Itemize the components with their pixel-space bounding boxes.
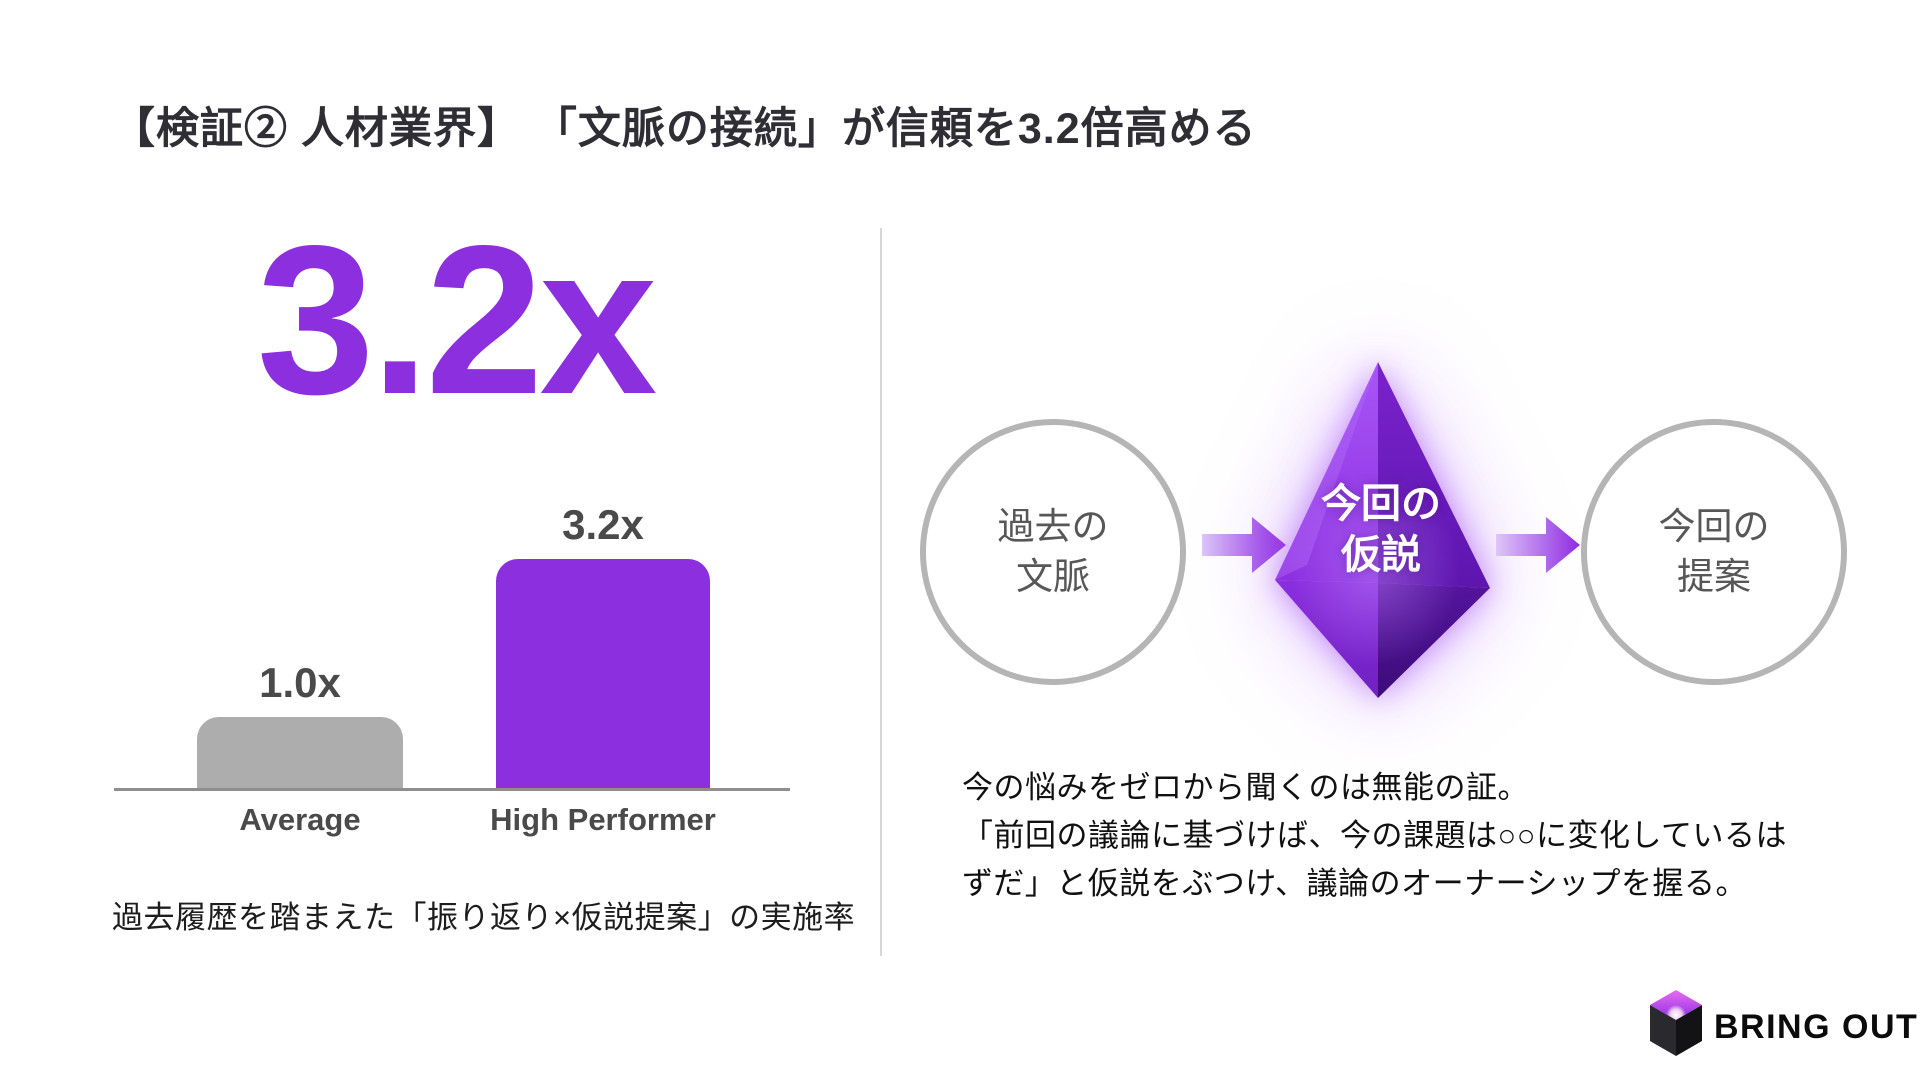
hypothesis-gem-icon [1275,362,1490,698]
flow-step-label: 今回の [1658,506,1770,547]
chart-caption: 過去履歴を踏まえた「振り返り×仮説提案」の実施率 [112,900,856,935]
flow-step-label: 今回の [1321,482,1441,526]
x-axis-line [114,788,790,791]
body-text-line: 「前回の議論に基づけば、今の課題は○○に変化しているは [962,818,1788,853]
slide-title: 【検証② 人材業界】 「文脈の接続」が信頼を3.2倍高める [112,105,1257,153]
brand-name: BRING OUT [1714,1008,1919,1046]
flow-step-past-context: 過去の 文脈 [920,419,1186,685]
bar-value-label-high-performer: 3.2x [562,501,644,548]
arrow-right-icon [1202,517,1286,573]
category-label-average: Average [239,802,361,837]
flow-step-current-hypothesis: 今回の 仮説 [1281,479,1481,581]
arrow-right-icon [1496,517,1580,573]
brand-cube-icon [1650,990,1702,1056]
body-text-line: ずだ」と仮説をぶつけ、議論のオーナーシップを握る。 [962,866,1748,901]
flow-step-label: 提案 [1677,556,1751,597]
bar-high-performer [496,559,710,789]
headline-stat: 3.2x [256,201,658,438]
bar-value-label-average: 1.0x [259,659,341,706]
bar-average [197,717,403,789]
flow-step-current-proposal: 今回の 提案 [1581,419,1847,685]
flow-step-label: 仮説 [1341,533,1421,577]
flow-step-label: 過去の [997,506,1109,547]
flow-step-label: 文脈 [1016,556,1090,597]
panel-divider [880,228,882,956]
category-label-high-performer: High Performer [490,802,716,837]
body-text: 今の悩みをゼロから聞くのは無能の証。 「前回の議論に基づけば、今の課題は○○に変… [962,764,1788,908]
body-text-line: 今の悩みをゼロから聞くのは無能の証。 [962,770,1529,805]
